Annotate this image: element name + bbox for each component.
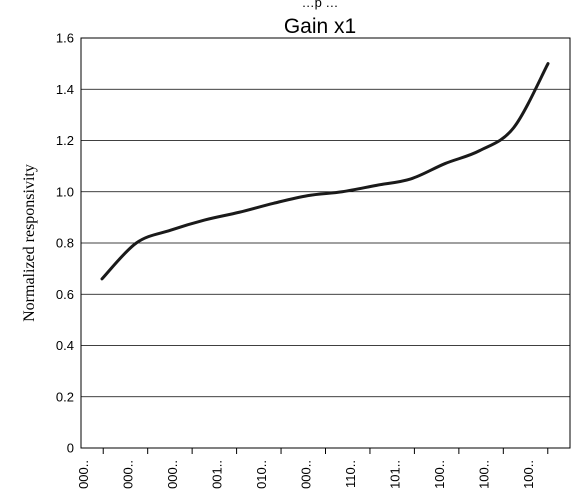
x-tick-label: 000.. <box>76 460 91 489</box>
gridlines <box>81 88 570 398</box>
y-axis-label: Normalized responsivity <box>21 164 38 322</box>
y-tick-label: 0.8 <box>56 236 74 251</box>
plot-frame <box>80 37 571 449</box>
y-tick-label: 1.4 <box>56 82 74 97</box>
y-tick-labels: 0 0.2 0.4 0.6 0.8 1.0 1.2 1.4 1.6 <box>56 31 74 456</box>
x-tick-label: 001.. <box>210 460 225 489</box>
x-tick-label: 000.. <box>121 460 136 489</box>
chart-title-partial: …p … <box>302 0 339 10</box>
x-tick-label: 000.. <box>165 460 180 489</box>
y-tick-label: 1.0 <box>56 184 74 199</box>
x-tick-label: 110.. <box>343 460 358 488</box>
y-tick-label: 0.4 <box>56 338 74 353</box>
chart-title: Gain x1 <box>284 15 356 38</box>
x-tick-label: 100.. <box>476 460 491 489</box>
y-tick-label: 0.6 <box>56 287 74 302</box>
x-tick-label: 010.. <box>254 460 269 489</box>
x-ticks: 000.. 000.. 000.. 001.. 010.. 000.. 110.. 101..… <box>76 448 549 489</box>
y-tick-label: 1.2 <box>56 133 74 148</box>
series-line <box>100 62 550 281</box>
x-tick-label: 100.. <box>521 460 536 489</box>
x-tick-label: 100.. <box>432 460 447 489</box>
x-tick-label: 101.. <box>387 460 402 489</box>
y-tick-label: 1.6 <box>56 31 74 46</box>
y-tick-label: 0.2 <box>56 389 74 404</box>
y-tick-label: 0 <box>67 441 74 456</box>
x-tick-label: 000.. <box>299 460 314 489</box>
